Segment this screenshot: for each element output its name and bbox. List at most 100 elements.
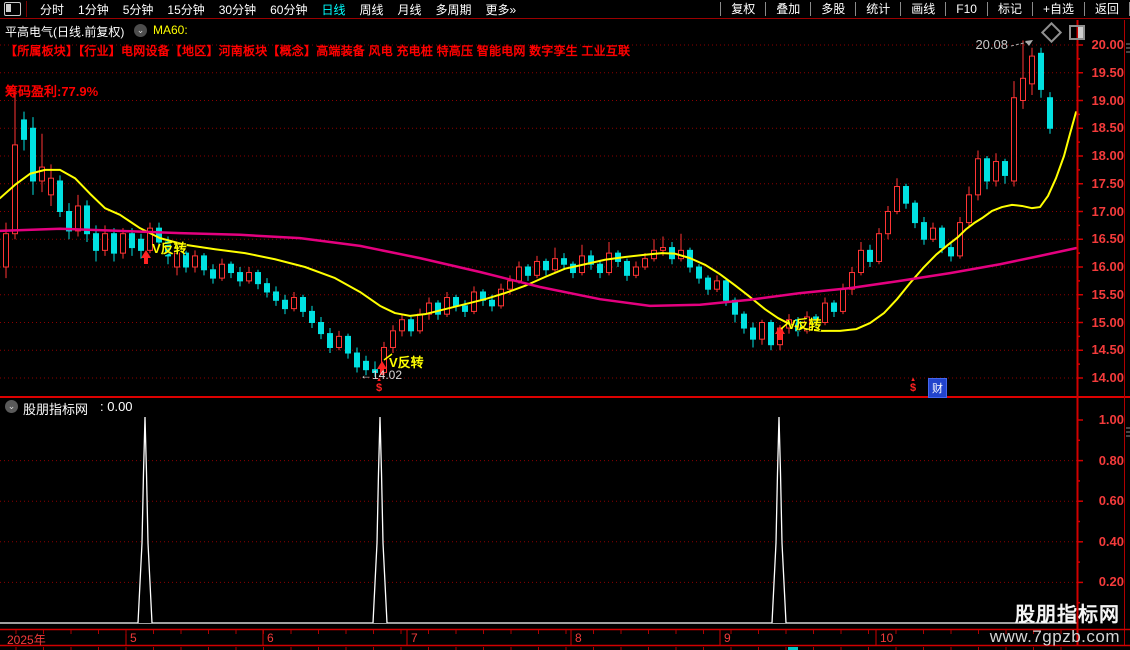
menu-period-7[interactable]: 日线	[321, 2, 346, 17]
peak-price-label: 20.08	[975, 37, 1008, 52]
menu-tool-2[interactable]: 叠加	[765, 2, 810, 16]
ma-short-yellow	[0, 111, 1077, 332]
peak-pointer-line	[1010, 41, 1029, 47]
ma-long-magenta	[0, 227, 1078, 308]
candle-body	[840, 288, 846, 312]
stock-title: 平高电气(日线.前复权)	[5, 25, 125, 39]
candle-body	[849, 272, 855, 290]
candle-body	[624, 260, 630, 276]
menu-tool-3[interactable]: 多股	[810, 2, 855, 16]
price-axis-label: 14.00	[1091, 370, 1124, 385]
candle-body	[120, 233, 126, 254]
candle-body	[462, 305, 468, 312]
candle-body	[453, 297, 459, 307]
price-axis-label: 19.00	[1091, 92, 1124, 108]
candle-body	[291, 297, 297, 310]
candle-body	[345, 335, 351, 354]
candle-body	[255, 272, 261, 285]
month-label: 5	[130, 631, 137, 645]
indicator-spike	[137, 416, 153, 624]
menu-period-4[interactable]: 15分钟	[167, 2, 205, 17]
candle-body	[156, 227, 162, 243]
indicator-axis-label: 0.60	[1098, 493, 1124, 509]
candle-body	[228, 263, 234, 274]
candle-body	[57, 180, 63, 213]
panel-divider	[0, 396, 1130, 398]
month-label: 8	[575, 631, 582, 645]
menu-period-5[interactable]: 30分钟	[218, 2, 257, 17]
menu-period-3[interactable]: 5分钟	[122, 2, 154, 17]
menu-period-8[interactable]: 周线	[359, 2, 384, 17]
indicator-axis-label: 0.40	[1098, 533, 1124, 549]
candle-body	[1047, 97, 1053, 129]
candle-body	[408, 319, 414, 332]
menu-tool-4[interactable]: 统计	[855, 2, 900, 16]
up-arrow-icon	[141, 250, 151, 264]
v-reversal-label: V反转	[152, 241, 187, 256]
indicator-axis-label: 0.20	[1098, 574, 1124, 590]
candle-body	[1011, 97, 1017, 182]
candle-body	[219, 263, 225, 279]
menu-tool-1[interactable]: 复权	[720, 2, 765, 16]
candle-body	[930, 227, 936, 240]
candle-body	[201, 255, 207, 271]
candle-body	[543, 260, 549, 271]
candle-body	[282, 299, 288, 310]
chevron-down-icon[interactable]: ⌄	[5, 400, 18, 413]
candle-body	[948, 247, 954, 257]
menu-period-9[interactable]: 月线	[397, 2, 422, 17]
candle-body	[246, 272, 252, 282]
candle-body	[975, 158, 981, 196]
menu-period-10[interactable]: 多周期	[435, 2, 472, 17]
candle-body	[363, 360, 369, 371]
price-axis-label: 17.00	[1091, 203, 1124, 219]
candle-body	[39, 166, 45, 182]
watermark-site-name: 股朋指标网	[1015, 604, 1120, 626]
menu-tool-9[interactable]: 返回	[1083, 2, 1130, 16]
low-price-label: ←14.02	[360, 368, 403, 382]
candle-body	[867, 249, 873, 262]
candle-body	[147, 227, 153, 251]
menu-tool-7[interactable]: 标记	[986, 2, 1032, 16]
candle-body	[48, 177, 54, 196]
chip-profit-label: 筹码盈利:77.9%	[5, 84, 99, 99]
candle-body	[696, 266, 702, 279]
menu-tool-6[interactable]: F10	[945, 2, 987, 16]
candle-body	[660, 247, 666, 251]
candle-body	[993, 161, 999, 182]
candle-body	[1029, 55, 1035, 85]
finance-tag[interactable]: 财	[928, 378, 947, 398]
candle-body	[516, 266, 522, 282]
menu-tool-5[interactable]: 画线	[900, 2, 945, 16]
layout-split-icon[interactable]	[4, 2, 21, 16]
month-label: 7	[411, 631, 418, 645]
candle-body	[705, 277, 711, 290]
candle-body	[174, 252, 180, 268]
menu-period-11[interactable]: 更多»	[485, 2, 517, 17]
candle-body	[372, 369, 378, 373]
menu-period-2[interactable]: 1分钟	[78, 2, 109, 17]
candle-body	[498, 288, 504, 307]
candle-body	[759, 322, 765, 340]
indicator-spike	[372, 416, 388, 624]
candle-body	[192, 255, 198, 268]
candle-body	[597, 263, 603, 274]
candle-body	[138, 238, 144, 251]
candle-body	[1020, 77, 1026, 102]
candle-body	[966, 194, 972, 224]
signal-dollar-marker: ▲ $	[910, 377, 917, 394]
chevron-down-icon[interactable]: ⌄	[134, 24, 147, 37]
candle-body	[876, 233, 882, 262]
candle-body	[30, 127, 36, 182]
price-axis-label: 16.00	[1091, 259, 1124, 274]
menu-period-6[interactable]: 60分钟	[270, 2, 308, 17]
price-axis-label: 16.50	[1091, 231, 1124, 247]
candle-body	[237, 272, 243, 282]
month-label: 6	[267, 631, 274, 645]
indicator-spike	[771, 416, 787, 624]
panel-toggle-icon[interactable]	[1069, 25, 1085, 40]
menu-tool-8[interactable]: +自选	[1031, 2, 1084, 16]
menu-period-1[interactable]: 分时	[40, 2, 65, 17]
